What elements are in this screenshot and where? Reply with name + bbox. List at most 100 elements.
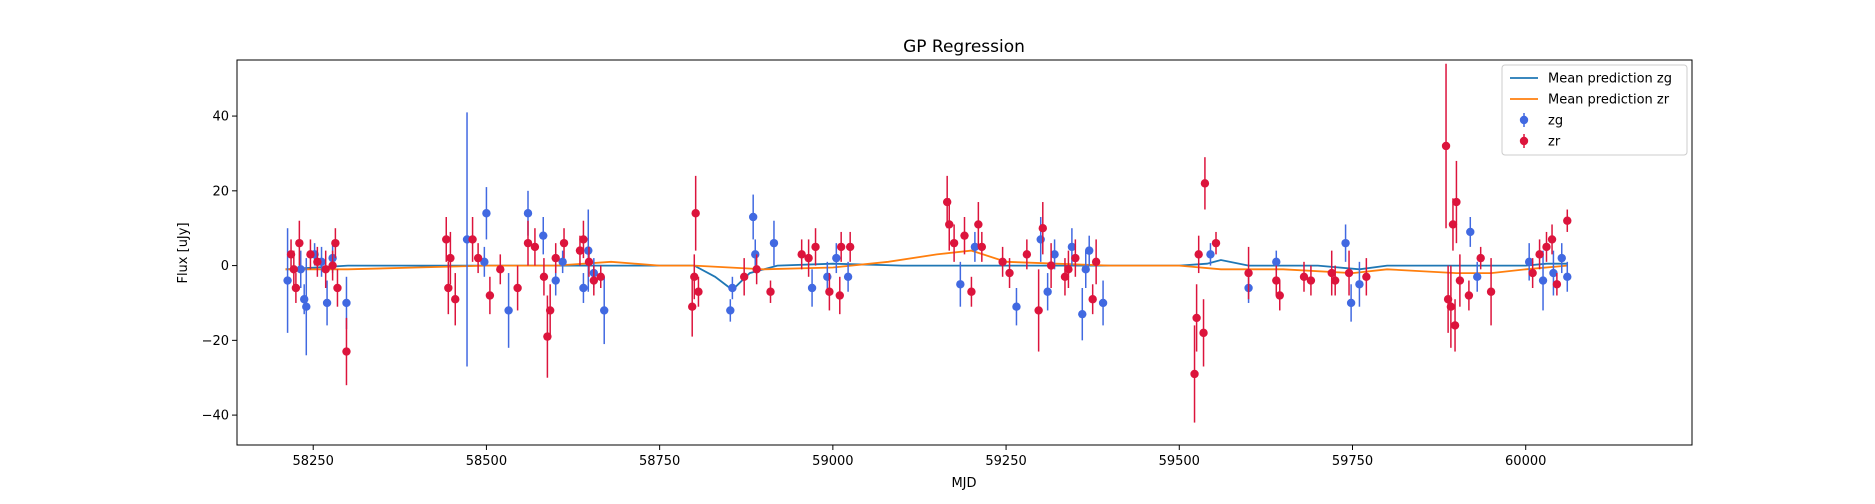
data-point-zr	[1060, 258, 1070, 296]
data-point-zr	[306, 239, 315, 270]
data-point-zr	[551, 243, 560, 274]
data-point-zr	[295, 220, 304, 266]
x-tick-label: 58250	[293, 454, 334, 469]
y-tick-label: 40	[212, 110, 229, 125]
x-tick-label: 59000	[812, 454, 853, 469]
data-point-zg	[1346, 284, 1356, 322]
x-tick-label: 58750	[639, 454, 680, 469]
data-point-zr	[468, 216, 477, 262]
x-axis-label: MJD	[951, 476, 976, 491]
data-point-zr	[1528, 258, 1537, 289]
data-point-zr	[291, 273, 301, 303]
data-point-zr	[1192, 284, 1201, 352]
data-point-zg	[1043, 273, 1052, 311]
data-point-zr	[1022, 239, 1032, 270]
data-point-zr	[1005, 258, 1014, 289]
data-point-zr	[451, 273, 460, 326]
data-point-zr	[688, 276, 697, 337]
data-point-zr	[845, 231, 855, 262]
data-point-zr	[836, 231, 846, 262]
data-point-zr	[1547, 224, 1557, 255]
x-tick-label: 59250	[985, 454, 1026, 469]
data-point-zr	[1194, 235, 1203, 274]
data-point-zr	[1211, 231, 1221, 255]
data-point-zr	[442, 216, 451, 262]
x-tick-label: 59750	[1332, 454, 1373, 469]
data-point-zr	[804, 239, 813, 277]
data-point-zg	[728, 276, 737, 300]
y-axis-label: Flux [uJy]	[176, 222, 191, 283]
y-tick-label: −20	[202, 334, 229, 349]
data-point-zg	[1206, 243, 1215, 266]
legend-label: Mean prediction zr	[1548, 93, 1670, 108]
data-point-zr	[797, 239, 806, 270]
legend-marker-swatch	[1519, 115, 1529, 125]
data-point-zr	[446, 231, 455, 285]
data-point-zr	[766, 280, 775, 303]
data-point-zg	[296, 250, 305, 289]
data-point-zg	[1098, 280, 1108, 326]
data-point-zg	[956, 261, 965, 307]
data-point-zg	[558, 250, 567, 274]
data-point-zg	[579, 273, 588, 303]
data-point-zr	[967, 276, 976, 307]
data-point-zr	[473, 243, 483, 274]
data-point-zr	[691, 175, 700, 251]
data-point-zg	[539, 216, 548, 255]
data-point-zg	[1036, 216, 1045, 262]
chart-title: GP Regression	[903, 37, 1025, 57]
data-point-zr	[1464, 280, 1474, 311]
y-tick-label: 20	[212, 184, 229, 199]
data-point-zr	[1552, 273, 1562, 296]
data-point-zr	[1199, 299, 1208, 367]
data-point-zr	[1038, 202, 1047, 255]
data-point-zr	[530, 228, 540, 266]
data-point-zr	[1299, 261, 1309, 292]
y-tick-label: −40	[202, 409, 229, 424]
data-point-zr	[545, 284, 555, 337]
data-point-zg	[1355, 261, 1364, 307]
data-point-zg	[843, 261, 853, 292]
y-tick-label: 0	[221, 259, 229, 274]
legend-label: zg	[1548, 114, 1563, 129]
data-point-zr	[579, 220, 588, 259]
x-tick-label: 59500	[1159, 454, 1200, 469]
data-point-zr	[1563, 209, 1572, 232]
data-point-zr	[825, 273, 834, 311]
data-point-zr	[342, 317, 351, 386]
data-point-zr	[1200, 157, 1210, 210]
data-point-zr	[1452, 160, 1461, 244]
data-point-zr	[1190, 325, 1199, 423]
data-point-zr	[1486, 258, 1496, 326]
data-point-zr	[945, 198, 954, 251]
data-point-zr	[974, 202, 983, 247]
data-point-zr	[1046, 243, 1056, 289]
data-point-zg	[1085, 235, 1094, 266]
data-point-zr	[1091, 239, 1101, 285]
data-point-zr	[949, 224, 959, 262]
data-point-zr	[523, 220, 533, 266]
data-point-zg	[1557, 243, 1566, 274]
legend-box	[1501, 64, 1688, 156]
data-point-zr	[485, 276, 495, 315]
data-point-zg	[769, 220, 779, 266]
data-point-zr	[1535, 239, 1544, 270]
data-point-zr	[1448, 198, 1458, 251]
data-point-zr	[811, 228, 820, 266]
data-point-zg	[807, 269, 817, 307]
data-point-zg	[480, 246, 489, 277]
data-point-zr	[1064, 250, 1073, 289]
data-point-zr	[1542, 231, 1551, 262]
data-point-zg	[1078, 288, 1087, 341]
data-point-zr	[739, 258, 749, 296]
data-point-zg	[1081, 250, 1090, 289]
data-point-zg	[283, 228, 292, 333]
data-point-zr	[328, 250, 337, 281]
legend-marker-swatch	[1519, 136, 1529, 146]
data-point-zr	[1362, 258, 1371, 296]
data-point-zg	[600, 276, 609, 345]
data-point-zg	[1549, 250, 1558, 296]
data-point-zg	[823, 261, 832, 292]
data-point-zg	[970, 231, 980, 262]
data-point-zr	[960, 216, 969, 255]
